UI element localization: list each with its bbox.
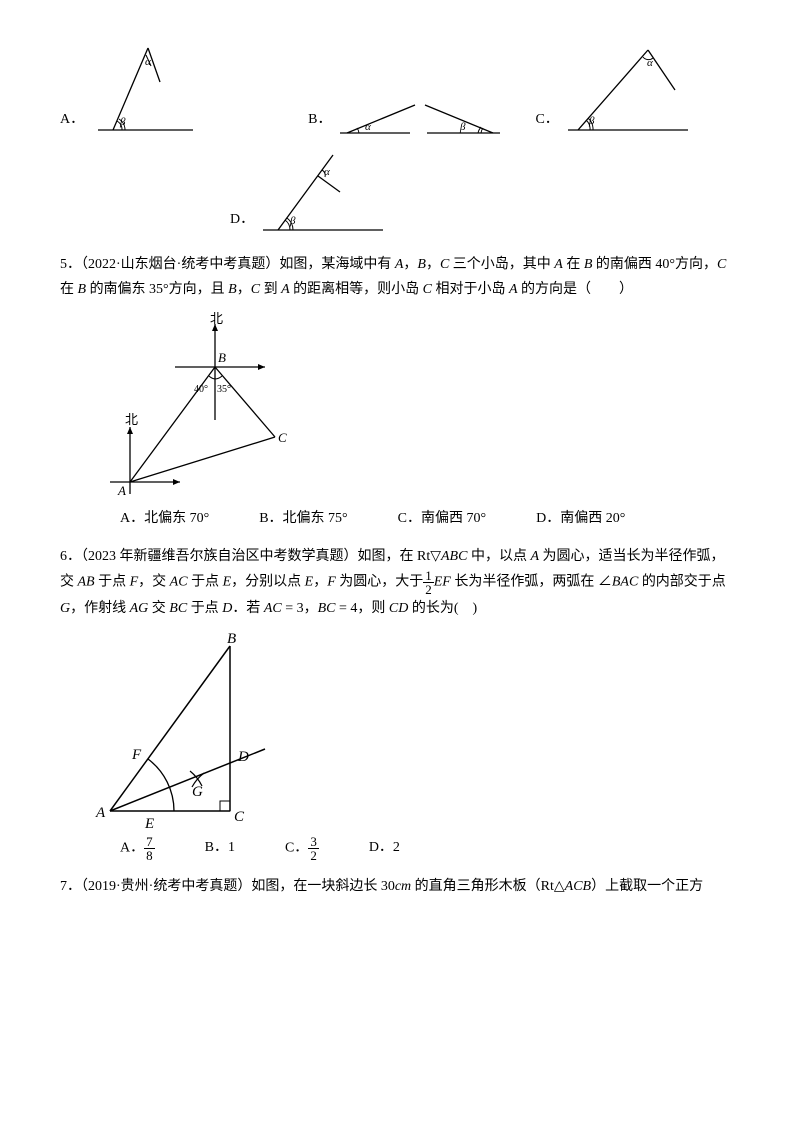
q6-options: A．78 B．1 C．32 D．2: [120, 835, 734, 862]
q4-fig-c: α β: [563, 40, 693, 140]
q4-opt-a[interactable]: A． α β: [60, 40, 198, 140]
svg-text:F: F: [131, 747, 142, 763]
angle-40: 40°: [194, 384, 208, 395]
point-a: A: [117, 483, 126, 498]
svg-text:β: β: [289, 215, 296, 227]
q4-fig-d: α β: [258, 150, 388, 240]
svg-text:α: α: [145, 56, 151, 68]
svg-text:α: α: [324, 166, 330, 178]
q6-opt-c[interactable]: C．32: [285, 835, 319, 862]
q4-opt-d[interactable]: D． α β: [230, 150, 388, 240]
opt-d-label: D．: [230, 207, 254, 240]
svg-text:β: β: [119, 116, 126, 128]
q5-opt-b[interactable]: B．北偏东 75°: [259, 506, 347, 531]
svg-text:E: E: [144, 816, 154, 831]
q5-figure: 北 A 北 B C 40° 35°: [100, 312, 310, 502]
north-label-a: 北: [125, 412, 138, 427]
q4-options-row1: A． α β B． α β C．: [60, 40, 734, 140]
q5-text: 5．（2022·山东烟台·统考中考真题）如图，某海域中有 A，B，C 三个小岛，…: [60, 252, 734, 302]
svg-text:β: β: [459, 121, 466, 133]
q6-opt-b[interactable]: B．1: [205, 835, 235, 862]
q6-figure: A B C D E F G: [90, 631, 290, 831]
q5-opt-d[interactable]: D．南偏西 20°: [536, 506, 625, 531]
q4-fig-a: α β: [88, 40, 198, 140]
q4-opt-b[interactable]: B． α β: [308, 95, 505, 140]
point-c: C: [278, 430, 287, 445]
opt-a-label: A．: [60, 107, 84, 140]
opt-b-label: B．: [308, 107, 331, 140]
q6-opt-d[interactable]: D．2: [369, 835, 400, 862]
svg-text:D: D: [237, 749, 249, 765]
svg-text:β: β: [588, 115, 595, 127]
svg-text:B: B: [227, 631, 236, 647]
svg-text:α: α: [365, 121, 371, 133]
q4-fig-b: α β: [335, 95, 505, 140]
svg-text:α: α: [647, 57, 653, 69]
q5-options: A．北偏东 70° B．北偏东 75° C．南偏西 70° D．南偏西 20°: [120, 506, 734, 531]
north-label-b: 北: [210, 312, 223, 326]
q5-opt-a[interactable]: A．北偏东 70°: [120, 506, 209, 531]
svg-text:G: G: [192, 784, 203, 800]
point-b: B: [218, 350, 226, 365]
angle-35: 35°: [217, 384, 231, 395]
q4-options-row2: D． α β: [230, 150, 734, 240]
svg-text:C: C: [234, 809, 245, 825]
q5-opt-c[interactable]: C．南偏西 70°: [398, 506, 486, 531]
q7-text: 7．（2019·贵州·统考中考真题）如图，在一块斜边长 30cm 的直角三角形木…: [60, 874, 734, 899]
opt-c-label: C．: [535, 107, 558, 140]
svg-text:A: A: [95, 805, 106, 821]
q6-opt-a[interactable]: A．78: [120, 835, 155, 862]
q4-opt-c[interactable]: C． α β: [535, 40, 692, 140]
q6-text: 6．（2023 年新疆维吾尔族自治区中考数学真题）如图，在 Rt▽ABC 中，以…: [60, 544, 734, 621]
